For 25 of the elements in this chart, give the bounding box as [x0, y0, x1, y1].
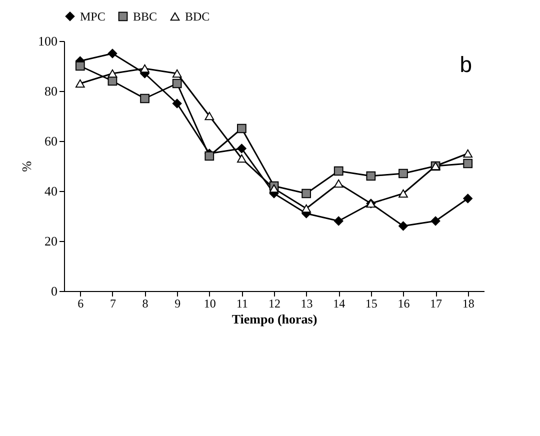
x-tick-label: 10: [204, 296, 216, 310]
x-tick-label: 17: [430, 296, 442, 310]
x-tick-label: 13: [300, 296, 313, 310]
x-axis-title: Tiempo (horas): [232, 312, 318, 326]
x-tick-label: 11: [236, 296, 248, 310]
x-tick-label: 18: [462, 296, 474, 310]
x-tick-label: 16: [398, 296, 410, 310]
x-tick-label: 14: [333, 296, 346, 310]
y-tick-label: 20: [44, 234, 58, 248]
x-tick-label: 12: [268, 296, 280, 310]
y-tick-label: 80: [44, 84, 58, 98]
x-tick-label: 8: [142, 296, 148, 310]
x-tick-label: 15: [365, 296, 378, 310]
y-tick-label: 40: [44, 184, 58, 198]
legend-label: BDC: [185, 10, 210, 24]
y-tick-label: 60: [44, 134, 58, 148]
annotation: b: [460, 52, 472, 77]
legend-label: BBC: [133, 9, 158, 24]
x-tick-label: 6: [78, 296, 84, 310]
y-tick-label: 0: [51, 284, 58, 298]
y-tick-label: 100: [38, 34, 58, 48]
x-tick-label: 7: [110, 296, 116, 310]
legend-label: MPC: [80, 9, 106, 24]
x-tick-label: 9: [174, 296, 181, 310]
y-axis-title: %: [19, 160, 34, 172]
